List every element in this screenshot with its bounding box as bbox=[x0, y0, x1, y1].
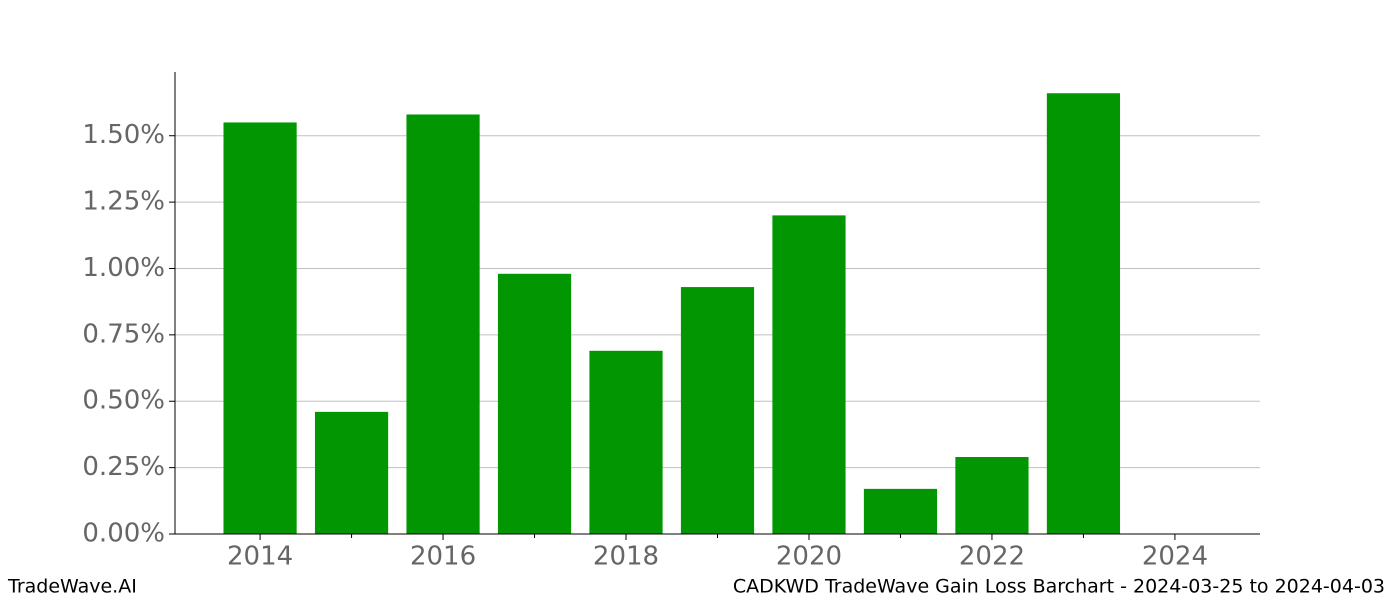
watermark: TradeWave.AI bbox=[7, 576, 137, 598]
y-tick-label: 0.00% bbox=[82, 519, 165, 549]
bar bbox=[497, 273, 572, 534]
bar bbox=[863, 488, 938, 534]
bar bbox=[314, 411, 389, 534]
x-tick-label: 2024 bbox=[1142, 542, 1208, 572]
bar bbox=[680, 287, 755, 534]
x-tick-label: 2014 bbox=[227, 542, 293, 572]
x-tick-label: 2016 bbox=[410, 542, 476, 572]
bar bbox=[223, 122, 297, 534]
bar bbox=[589, 350, 663, 534]
x-tick-label: 2020 bbox=[776, 542, 842, 572]
y-tick-label: 1.50% bbox=[82, 120, 165, 150]
y-tick-label: 0.75% bbox=[82, 319, 165, 349]
chart-title: CADKWD TradeWave Gain Loss Barchart - 20… bbox=[733, 576, 1385, 598]
y-tick-label: 0.50% bbox=[82, 386, 165, 416]
y-tick-label: 0.25% bbox=[82, 452, 165, 482]
bar bbox=[772, 215, 846, 534]
bar bbox=[1046, 93, 1121, 534]
x-tick-label: 2022 bbox=[959, 542, 1025, 572]
x-tick-label: 2018 bbox=[593, 542, 659, 572]
bar bbox=[406, 114, 480, 534]
y-tick-label: 1.00% bbox=[82, 253, 165, 283]
bar bbox=[955, 457, 1029, 534]
y-tick-label: 1.25% bbox=[82, 187, 165, 217]
